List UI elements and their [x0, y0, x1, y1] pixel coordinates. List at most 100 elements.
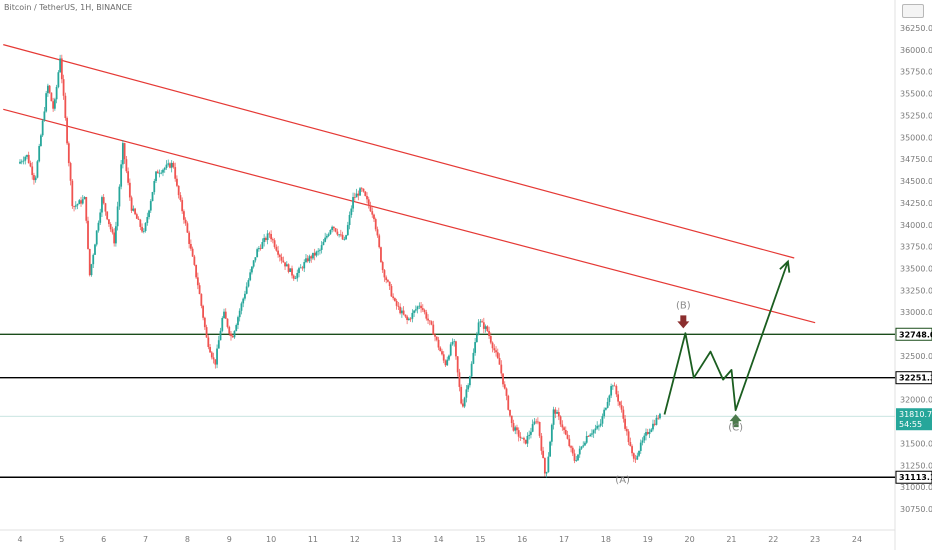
price-tick-label: 32000.00 [900, 396, 932, 405]
candle-body [127, 171, 130, 183]
candles [19, 54, 661, 478]
candle-body [259, 248, 262, 249]
candle-body [568, 438, 571, 447]
candle-body [214, 359, 217, 365]
candle-body [27, 154, 30, 163]
candle-body [83, 196, 86, 200]
candle-body [552, 409, 555, 425]
candle-body [184, 219, 187, 224]
candle-body [210, 352, 213, 358]
time-tick-label: 11 [308, 535, 318, 544]
candle-body [575, 460, 578, 462]
trendline[interactable] [3, 108, 816, 324]
candle-body [474, 342, 477, 353]
candle-body [106, 211, 109, 220]
candle-body [144, 222, 147, 232]
candle-body [226, 318, 229, 327]
candle-body [200, 294, 203, 306]
candle-body [179, 195, 182, 201]
candle-body [120, 164, 123, 187]
candle-body [212, 357, 215, 360]
candle-body [228, 326, 231, 334]
candle-body [509, 409, 511, 416]
candle-body [577, 454, 579, 461]
level-price-label: 32748.03 [899, 330, 932, 339]
price-tick-label: 33000.00 [900, 308, 932, 317]
candle-body [355, 193, 358, 198]
candle-body [303, 262, 306, 269]
candle-body [533, 421, 536, 425]
candle-body [130, 197, 133, 211]
level-price-tag [895, 327, 932, 341]
candle-body [137, 218, 140, 220]
candle-body [33, 175, 35, 181]
candle-body [163, 167, 166, 170]
current-price-tag [896, 408, 932, 431]
candle-body [468, 376, 471, 386]
candle-body [205, 327, 208, 338]
candle-body [308, 256, 311, 262]
arrow-down-icon [677, 315, 690, 329]
candle-body [43, 111, 46, 121]
candle-body [282, 260, 285, 263]
candle-body [657, 417, 660, 419]
candle-body [327, 234, 330, 236]
candle-body [420, 305, 422, 309]
candle-body [496, 352, 499, 358]
time-tick-label: 13 [392, 535, 402, 544]
candle-body [339, 234, 342, 236]
projection-path[interactable] [663, 261, 789, 415]
candle-body [646, 432, 649, 435]
candle-body [353, 196, 356, 198]
candle-body [296, 272, 299, 279]
candle-body [113, 232, 116, 244]
candle-body [573, 453, 576, 461]
candle-body [20, 161, 23, 163]
candle-body [240, 303, 243, 311]
candle-body [118, 186, 121, 207]
candle-body [488, 330, 490, 337]
candle-body [203, 317, 206, 328]
candle-body [275, 246, 278, 251]
time-tick-label: 18 [601, 535, 611, 544]
candle-body [24, 156, 27, 161]
candle-body [582, 445, 585, 447]
candle-body [48, 85, 51, 93]
candle-body [427, 318, 429, 321]
candle-body [341, 234, 344, 240]
candle-body [183, 211, 185, 220]
candle-body [411, 312, 414, 319]
candle-body [134, 208, 136, 215]
candle-body [172, 162, 175, 168]
candle-body [254, 257, 257, 261]
candle-body [301, 267, 304, 269]
candle-body [252, 260, 255, 267]
candle-body [643, 435, 646, 441]
candle-body [36, 161, 39, 178]
candle-body [334, 228, 337, 232]
candle-body [383, 270, 386, 278]
candle-body [306, 258, 309, 262]
candle-body [486, 326, 489, 331]
candle-body [434, 334, 436, 337]
candle-body [510, 415, 513, 424]
candle-body [482, 322, 485, 329]
candle-body [294, 278, 297, 280]
trendline[interactable] [3, 44, 795, 259]
candle-body [503, 384, 506, 389]
candle-body [141, 226, 143, 232]
candle-body [209, 346, 211, 353]
candle-body [244, 293, 246, 299]
time-tick-label: 6 [101, 535, 106, 544]
candle-body [617, 394, 620, 402]
candle-body [88, 248, 91, 276]
candle-body [305, 258, 307, 263]
candle-body [451, 341, 454, 345]
candle-body [165, 164, 168, 168]
candle-body [170, 162, 173, 168]
candle-body [97, 222, 100, 231]
candle-body [428, 320, 431, 322]
candle-body [589, 434, 592, 437]
